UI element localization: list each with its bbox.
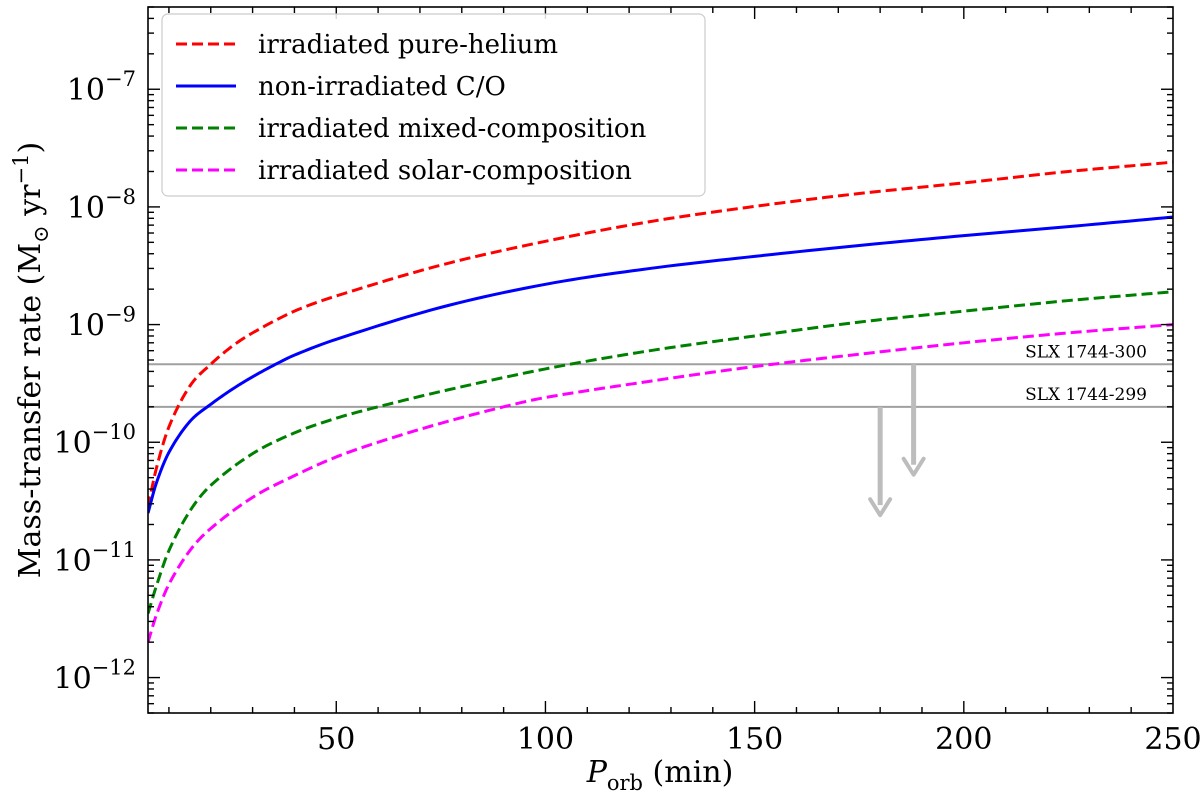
y-tick-label: 10−12 (53, 656, 136, 697)
x-tick-label: 150 (726, 722, 783, 757)
legend-label: irradiated pure-helium (258, 30, 558, 60)
x-axis-title: Porb (min) (586, 755, 734, 791)
series-line (148, 215, 1173, 514)
legend-label: irradiated solar-composition (258, 156, 632, 186)
legend-frame (161, 13, 706, 197)
reference-line-label: SLX 1744-299 (1025, 385, 1147, 405)
legend-label: irradiated mixed-composition (258, 114, 647, 144)
axis-ticks (148, 6, 1173, 714)
plot-frame (147, 6, 1174, 714)
series-line (148, 323, 1173, 643)
series-layer (148, 160, 1173, 643)
y-tick-label: 10−7 (67, 67, 136, 108)
x-tick-label: 50 (317, 722, 355, 757)
series-line (148, 160, 1173, 508)
x-tick-label: 200 (935, 722, 992, 757)
upper-limit-arrows (868, 364, 926, 518)
annotations: SLX 1744-300 SLX 1744-299 (1025, 342, 1147, 405)
y-tick-label: 10−11 (53, 538, 136, 579)
limit-arrow-head (868, 497, 893, 518)
y-tick-label: 10−9 (67, 303, 136, 344)
y-tick-label: 10−8 (67, 185, 136, 226)
reference-lines (148, 363, 1173, 408)
x-tick-labels: 50 100 150 200 250 (317, 722, 1200, 757)
reference-line-label: SLX 1744-300 (1025, 342, 1147, 362)
x-tick-label: 100 (517, 722, 574, 757)
y-tick-labels: 10−12 10−11 10−10 10−9 10−8 10−7 (53, 67, 136, 696)
limit-arrow-head (901, 456, 926, 477)
legend: irradiated pure-helium non-irradiated C/O… (161, 13, 706, 197)
y-tick-label: 10−10 (53, 420, 136, 461)
x-tick-label: 250 (1144, 722, 1200, 757)
legend-label: non-irradiated C/O (258, 72, 506, 102)
series-line (148, 290, 1173, 614)
y-axis-title: Mass-transfer rate (M⊙ yr−1) (9, 142, 53, 578)
